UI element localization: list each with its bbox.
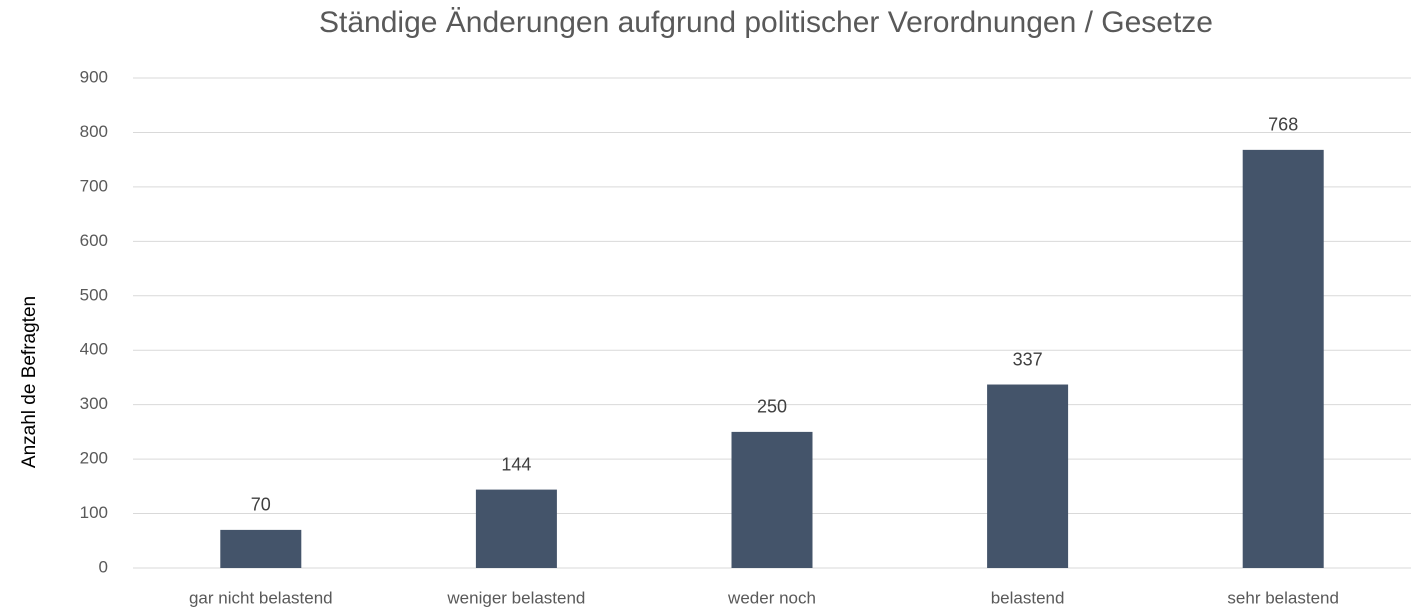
y-tick-label: 200 [80, 449, 108, 468]
chart-title: Ständige Änderungen aufgrund politischer… [319, 6, 1213, 39]
y-tick-label: 900 [80, 67, 108, 86]
data-label: 337 [1013, 349, 1043, 369]
x-tick-label: weniger belastend [446, 588, 585, 607]
data-label: 144 [501, 454, 531, 474]
y-tick-label: 0 [99, 557, 108, 576]
x-tick-label: gar nicht belastend [189, 588, 333, 607]
y-tick-label: 400 [80, 340, 108, 359]
bar [1242, 149, 1324, 568]
bar [220, 529, 302, 568]
x-tick-label: weder noch [727, 588, 816, 607]
y-tick-label: 700 [80, 176, 108, 195]
x-tick-label: belastend [991, 588, 1065, 607]
y-tick-label: 100 [80, 503, 108, 522]
y-tick-label: 300 [80, 394, 108, 413]
y-tick-label: 600 [80, 231, 108, 250]
y-axis-label: Anzahl de Befragten [19, 296, 40, 468]
y-tick-label: 500 [80, 285, 108, 304]
data-label: 70 [251, 495, 271, 515]
x-tick-label: sehr belastend [1227, 588, 1339, 607]
y-tick-label: 800 [80, 122, 108, 141]
bar [987, 384, 1069, 568]
bar [731, 431, 813, 568]
bar [475, 489, 557, 568]
data-label: 768 [1268, 115, 1298, 135]
data-label: 250 [757, 397, 787, 417]
